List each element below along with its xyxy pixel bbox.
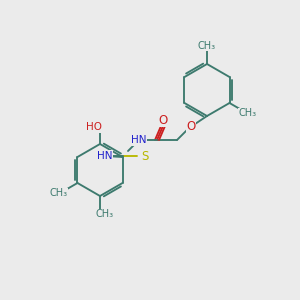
Text: CH₃: CH₃ xyxy=(239,109,257,118)
Text: HN: HN xyxy=(97,151,113,161)
Text: S: S xyxy=(141,149,149,163)
Text: O: O xyxy=(158,113,168,127)
Text: HO: HO xyxy=(86,122,102,132)
Text: O: O xyxy=(186,119,196,133)
Text: HN: HN xyxy=(131,135,147,145)
Text: CH₃: CH₃ xyxy=(198,41,216,51)
Text: CH₃: CH₃ xyxy=(49,188,67,199)
Text: CH₃: CH₃ xyxy=(96,209,114,219)
